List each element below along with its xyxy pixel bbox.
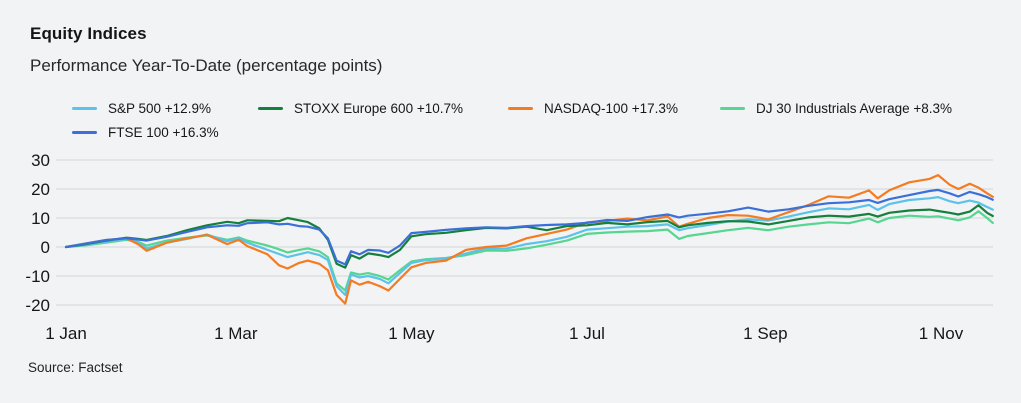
x-axis-tick-label: 1 Sep xyxy=(743,324,787,343)
legend-item: STOXX Europe 600 +10.7% xyxy=(258,101,508,116)
x-axis-tick-label: 1 Mar xyxy=(214,324,258,343)
legend-swatch-icon xyxy=(258,106,283,111)
legend-swatch-icon xyxy=(72,130,97,135)
legend-swatch-icon xyxy=(508,106,533,111)
x-axis-tick-label: 1 May xyxy=(388,324,435,343)
legend-label: STOXX Europe 600 +10.7% xyxy=(294,101,463,116)
legend-item: FTSE 100 +16.3% xyxy=(72,125,258,140)
legend-label: FTSE 100 +16.3% xyxy=(108,125,219,140)
legend-item: NASDAQ-100 +17.3% xyxy=(508,101,720,116)
page-title: Equity Indices xyxy=(30,24,147,43)
legend-swatch-icon xyxy=(72,106,97,111)
legend-item: DJ 30 Industrials Average +8.3% xyxy=(720,101,952,116)
series-line xyxy=(64,174,994,305)
series-line xyxy=(64,210,994,292)
series-line xyxy=(64,196,994,296)
source-note: Source: Factset xyxy=(28,360,123,375)
y-axis-tick-label: -20 xyxy=(25,296,50,315)
legend-swatch-icon xyxy=(720,106,745,111)
chart-subtitle: Performance Year-To-Date (percentage poi… xyxy=(30,56,383,75)
y-axis-tick-label: -10 xyxy=(25,267,50,286)
series-line xyxy=(64,188,994,266)
x-axis-tick-label: 1 Jul xyxy=(569,324,605,343)
y-axis-tick-label: 20 xyxy=(31,180,50,199)
chart-legend: S&P 500 +12.9% STOXX Europe 600 +10.7% NAS… xyxy=(72,101,952,140)
legend-label: S&P 500 +12.9% xyxy=(108,101,211,116)
legend-label: NASDAQ-100 +17.3% xyxy=(544,101,678,116)
legend-label: DJ 30 Industrials Average +8.3% xyxy=(756,101,952,116)
y-axis-tick-label: 10 xyxy=(31,209,50,228)
x-axis-tick-label: 1 Jan xyxy=(45,324,87,343)
x-axis-tick-label: 1 Nov xyxy=(919,324,964,343)
legend-item: S&P 500 +12.9% xyxy=(72,101,258,116)
y-axis-tick-label: 30 xyxy=(31,151,50,170)
y-axis-tick-label: 0 xyxy=(41,238,50,257)
